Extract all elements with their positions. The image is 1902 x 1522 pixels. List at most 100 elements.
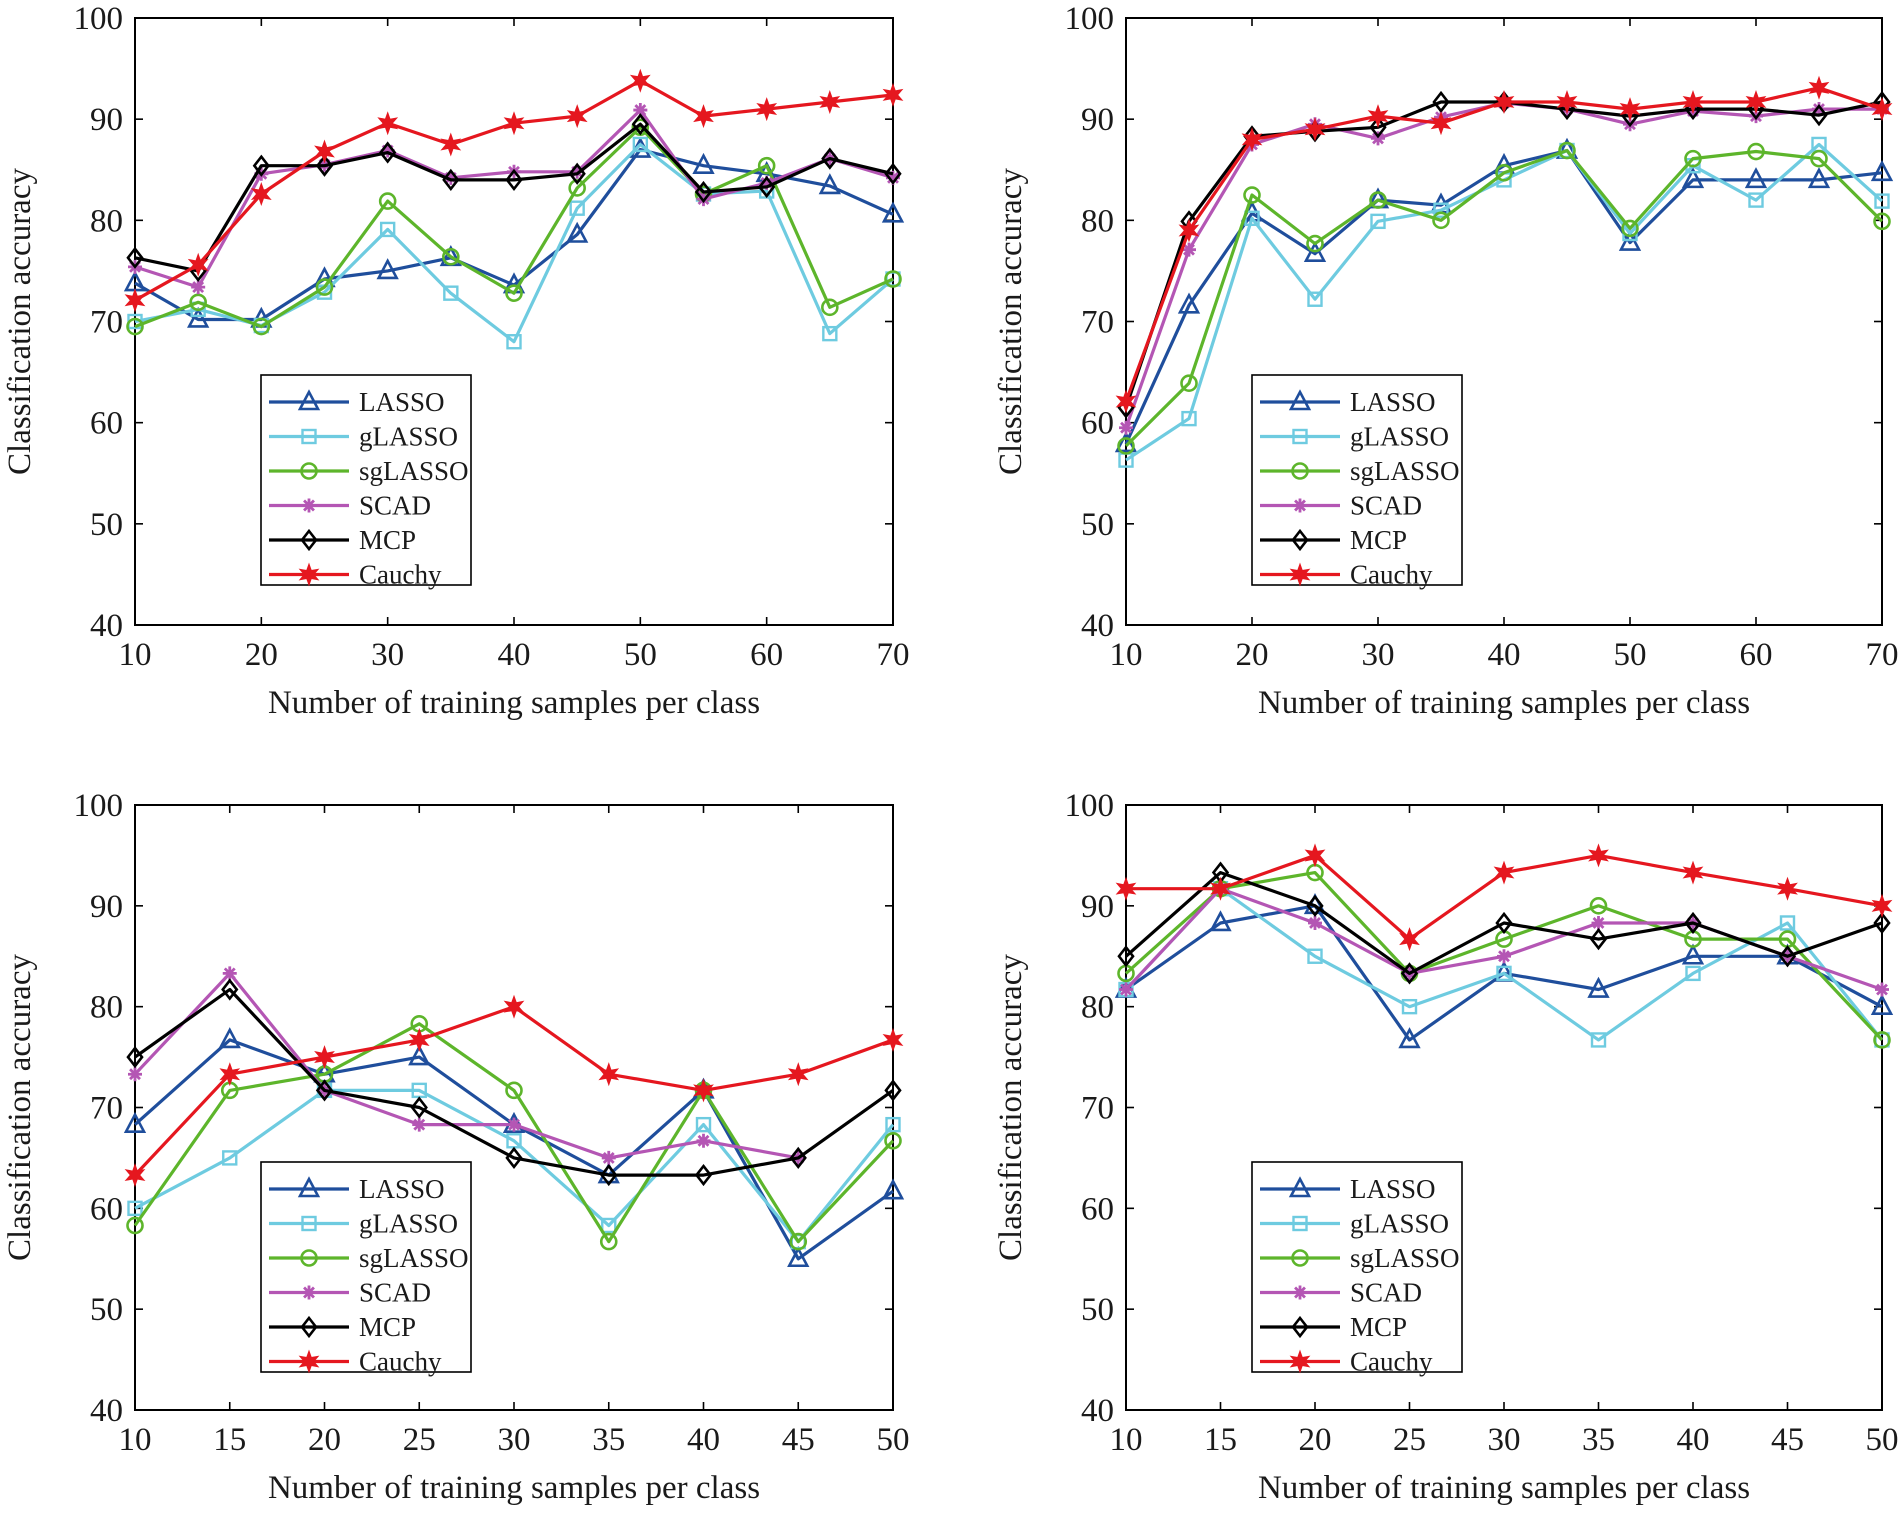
legend-label: SCAD xyxy=(1350,1278,1422,1308)
legend-label: LASSO xyxy=(1350,1174,1436,1204)
marker-circle xyxy=(1810,149,1828,168)
legend-label: LASSO xyxy=(359,1174,445,1204)
marker-asterisk-core xyxy=(1879,986,1885,993)
marker-triangle xyxy=(1587,976,1610,998)
marker-star xyxy=(756,97,778,122)
marker-square xyxy=(1401,998,1418,1015)
marker-star xyxy=(629,68,651,93)
marker-star xyxy=(503,994,525,1019)
marker-diamond xyxy=(821,147,839,170)
marker-triangle xyxy=(297,389,321,411)
marker-diamond xyxy=(126,246,144,269)
y-tick-label: 100 xyxy=(1065,788,1115,824)
marker-star xyxy=(124,1163,146,1188)
marker-asterisk-core xyxy=(416,1121,423,1128)
marker-diamond xyxy=(568,162,586,185)
marker-star xyxy=(1588,843,1609,868)
marker-square xyxy=(1181,410,1197,427)
legend-label: SCAD xyxy=(359,1278,431,1308)
chart-panel-4: 10 15 20 25 30 35 40 45 50 40 50 60 70 80 90 100 Number … xyxy=(993,788,1899,1506)
marker-square xyxy=(569,200,585,216)
marker-star xyxy=(882,1027,904,1052)
marker-star xyxy=(1871,97,1893,122)
marker-diamond xyxy=(1873,911,1891,935)
x-tick-label: 50 xyxy=(1866,1422,1899,1458)
marker-star xyxy=(1210,876,1231,901)
series-cauchy xyxy=(124,994,904,1188)
legend-entry-lasso: LASSO xyxy=(1260,387,1436,417)
marker-circle xyxy=(1291,462,1309,480)
marker-square xyxy=(1292,428,1308,445)
marker-asterisk-core xyxy=(1186,246,1192,253)
legend-entry-sglasso: sgLASSO xyxy=(269,1243,469,1273)
marker-star xyxy=(314,139,335,164)
y-axis-label: Classification accuracy xyxy=(2,168,38,475)
marker-triangle xyxy=(881,201,905,223)
x-tick-label: 20 xyxy=(308,1422,341,1458)
y-tick-label: 50 xyxy=(1081,1292,1114,1328)
marker-circle xyxy=(505,284,523,302)
legend-label: gLASSO xyxy=(359,1209,458,1239)
marker-circle xyxy=(315,278,334,296)
marker-triangle xyxy=(881,1178,905,1200)
legend-label: SCAD xyxy=(359,491,431,521)
marker-square xyxy=(601,1217,617,1234)
legend-label: Cauchy xyxy=(1350,1347,1433,1377)
marker-triangle xyxy=(1398,1027,1421,1049)
marker-diamond xyxy=(884,162,902,185)
series-line xyxy=(134,125,894,329)
marker-asterisk-core xyxy=(1123,424,1129,431)
y-tick-label: 90 xyxy=(1081,889,1114,925)
marker-square xyxy=(379,221,396,238)
marker-star xyxy=(693,1078,714,1103)
marker-diamond xyxy=(1291,1315,1309,1339)
marker-asterisk-core xyxy=(605,1154,612,1161)
marker-square xyxy=(1874,193,1890,209)
legend-box xyxy=(1251,1161,1463,1373)
series-line xyxy=(134,1088,895,1244)
x-tick-label: 50 xyxy=(1614,637,1647,673)
y-tick-label: 40 xyxy=(90,608,123,644)
series-line xyxy=(1124,148,1883,445)
marker-star xyxy=(1682,860,1704,885)
marker-square xyxy=(301,1215,317,1232)
marker-star xyxy=(1493,90,1515,114)
marker-star xyxy=(187,252,209,277)
chart-panel-2: 10 20 30 40 50 60 70 40 50 60 70 80 90 100 Number of t… xyxy=(993,1,1899,721)
marker-square xyxy=(301,428,317,445)
marker-triangle xyxy=(692,152,715,175)
marker-diamond xyxy=(1400,962,1419,985)
marker-asterisk-core xyxy=(1297,1289,1303,1296)
marker-star xyxy=(1304,843,1326,868)
marker-triangle xyxy=(1209,910,1232,932)
marker-circle xyxy=(1873,1031,1891,1049)
marker-asterisk-core xyxy=(195,284,202,291)
x-tick-label: 35 xyxy=(1582,1422,1615,1458)
marker-star xyxy=(1619,97,1641,122)
marker-circle xyxy=(505,1081,523,1100)
marker-square xyxy=(1307,948,1323,964)
marker-asterisk-core xyxy=(1595,919,1602,926)
marker-circle xyxy=(884,1131,902,1150)
marker-square xyxy=(127,1200,143,1217)
marker-asterisk-core xyxy=(700,1137,707,1144)
marker-diamond xyxy=(410,1096,428,1119)
y-tick-label: 80 xyxy=(1081,203,1114,239)
marker-triangle xyxy=(1177,292,1201,314)
marker-diamond xyxy=(1684,911,1702,935)
marker-star xyxy=(124,288,146,313)
marker-diamond xyxy=(315,1079,334,1102)
marker-star xyxy=(377,111,399,136)
legend-label: sgLASSO xyxy=(359,456,469,486)
x-tick-label: 10 xyxy=(1110,1422,1143,1458)
legend-label: sgLASSO xyxy=(1350,456,1460,486)
marker-asterisk-core xyxy=(1375,135,1381,142)
x-tick-label: 40 xyxy=(1677,1422,1710,1458)
marker-diamond xyxy=(1778,945,1797,968)
legend-entry-sglasso: sgLASSO xyxy=(269,456,469,486)
series-line xyxy=(134,987,894,1177)
series-line xyxy=(133,971,799,1160)
marker-asterisk-core xyxy=(1123,986,1129,993)
x-tick-label: 15 xyxy=(1204,1422,1237,1458)
